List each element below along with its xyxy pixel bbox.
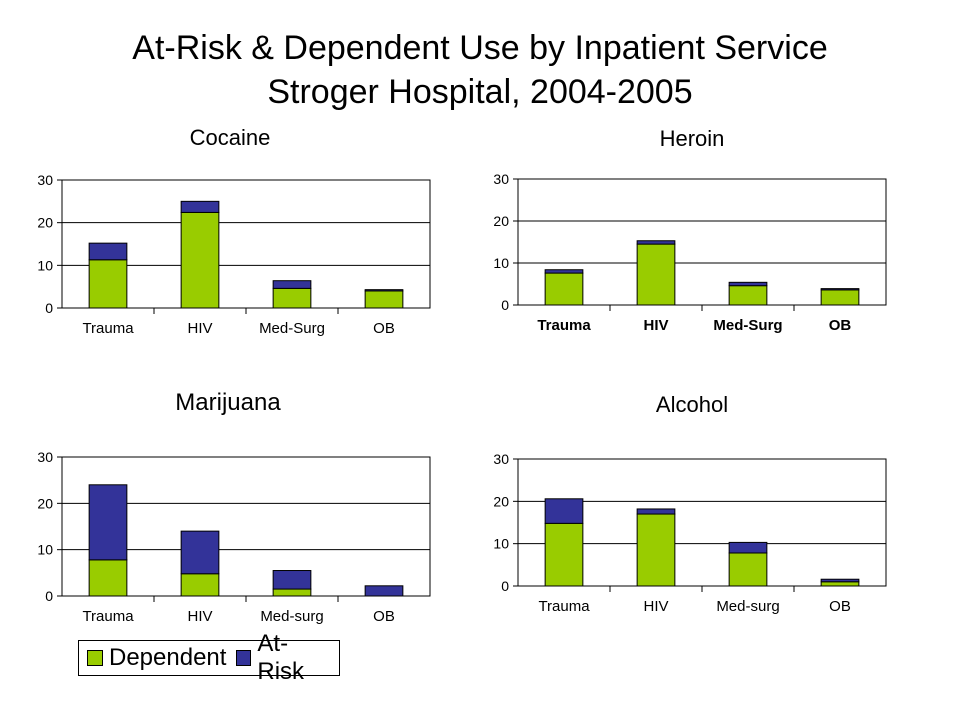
marijuana-category-label: Trauma <box>82 608 134 625</box>
alcohol-bar-at-risk <box>820 578 860 583</box>
cocaine-category-label: HIV <box>187 320 212 337</box>
marijuana-chart-title: Marijuana <box>175 389 281 416</box>
alcohol-bar-at-risk <box>636 508 676 515</box>
cocaine-bar-dependent <box>364 290 404 309</box>
heroin-bar-dependent <box>636 243 676 306</box>
cocaine-chart-title: Cocaine <box>190 125 271 150</box>
heroin-category-label: HIV <box>643 317 668 334</box>
heroin-category-label: Med-Surg <box>713 317 782 334</box>
marijuana-bar-at-risk <box>180 530 220 575</box>
heroin-bar-at-risk <box>544 269 584 274</box>
heroin-ytick-label: 30 <box>493 171 509 187</box>
cocaine-bar-at-risk <box>364 289 404 292</box>
heroin-bar-at-risk <box>820 288 860 291</box>
marijuana-bar-dependent <box>272 588 312 597</box>
legend-label-dependent: Dependent <box>109 644 227 671</box>
legend-item-dependent: Dependent <box>87 644 226 672</box>
heroin-category-label: OB <box>829 317 852 334</box>
legend-swatch-at-risk <box>236 650 252 666</box>
heroin-ytick-label: 10 <box>493 255 509 271</box>
legend-item-at-risk: At-Risk <box>236 630 329 686</box>
marijuana-category-label: OB <box>373 608 395 625</box>
slide-title-line1: At-Risk & Dependent Use by Inpatient Ser… <box>132 29 828 67</box>
alcohol-bar-dependent <box>636 513 676 587</box>
heroin-bar-at-risk <box>728 281 768 287</box>
heroin-bar-dependent <box>820 289 860 306</box>
cocaine-ytick-label: 10 <box>37 257 53 273</box>
alcohol-bar-dependent <box>544 522 584 587</box>
cocaine-ytick-label: 20 <box>37 215 53 231</box>
alcohol-ytick-label: 10 <box>493 536 509 552</box>
marijuana-bar-at-risk <box>364 585 404 597</box>
marijuana-bar-at-risk <box>272 570 312 590</box>
cocaine-category-label: OB <box>373 320 395 337</box>
alcohol-ytick-label: 30 <box>493 451 509 467</box>
cocaine-bar-at-risk <box>272 280 312 289</box>
legend-swatch-dependent <box>87 650 103 666</box>
heroin-ytick-label: 20 <box>493 213 509 229</box>
marijuana-bar-at-risk <box>88 484 128 561</box>
marijuana-category-label: Med-surg <box>260 608 323 625</box>
cocaine-ytick-label: 30 <box>37 172 53 188</box>
heroin-bar-dependent <box>728 285 768 306</box>
alcohol-category-label: OB <box>829 598 851 615</box>
alcohol-chart-title: Alcohol <box>656 392 728 417</box>
cocaine-category-label: Med-Surg <box>259 320 325 337</box>
alcohol-bar-at-risk <box>544 498 584 524</box>
heroin-ytick-label: 0 <box>501 297 509 313</box>
cocaine-category-label: Trauma <box>82 320 134 337</box>
legend-label-at-risk: At-Risk <box>257 630 305 685</box>
cocaine-ytick-label: 0 <box>45 300 53 316</box>
heroin-chart-title: Heroin <box>660 126 725 151</box>
marijuana-bar-dependent <box>88 559 128 597</box>
alcohol-bar-at-risk <box>728 541 768 554</box>
marijuana-bar-dependent <box>180 573 220 597</box>
cocaine-bar-at-risk <box>180 200 220 213</box>
heroin-bar-dependent <box>544 272 584 306</box>
alcohol-bar-dependent <box>728 552 768 587</box>
alcohol-ytick-label: 20 <box>493 493 509 509</box>
marijuana-category-label: HIV <box>187 608 212 625</box>
alcohol-bar-dependent <box>820 581 860 587</box>
marijuana-ytick-label: 10 <box>37 542 53 558</box>
heroin-category-label: Trauma <box>537 317 591 334</box>
cocaine-bar-dependent <box>180 211 220 309</box>
heroin-bar-at-risk <box>636 240 676 245</box>
alcohol-category-label: HIV <box>643 598 668 615</box>
alcohol-category-label: Trauma <box>538 598 590 615</box>
slide-title: At-Risk & Dependent Use by Inpatient Ser… <box>0 26 960 114</box>
marijuana-ytick-label: 0 <box>45 588 53 604</box>
marijuana-ytick-label: 30 <box>37 449 53 465</box>
alcohol-ytick-label: 0 <box>501 578 509 594</box>
slide-title-line2: Stroger Hospital, 2004-2005 <box>267 73 693 111</box>
cocaine-bar-at-risk <box>88 242 128 261</box>
marijuana-ytick-label: 20 <box>37 495 53 511</box>
cocaine-bar-dependent <box>88 259 128 309</box>
legend: Dependent At-Risk <box>78 630 340 685</box>
alcohol-category-label: Med-surg <box>716 598 779 615</box>
cocaine-bar-dependent <box>272 287 312 309</box>
